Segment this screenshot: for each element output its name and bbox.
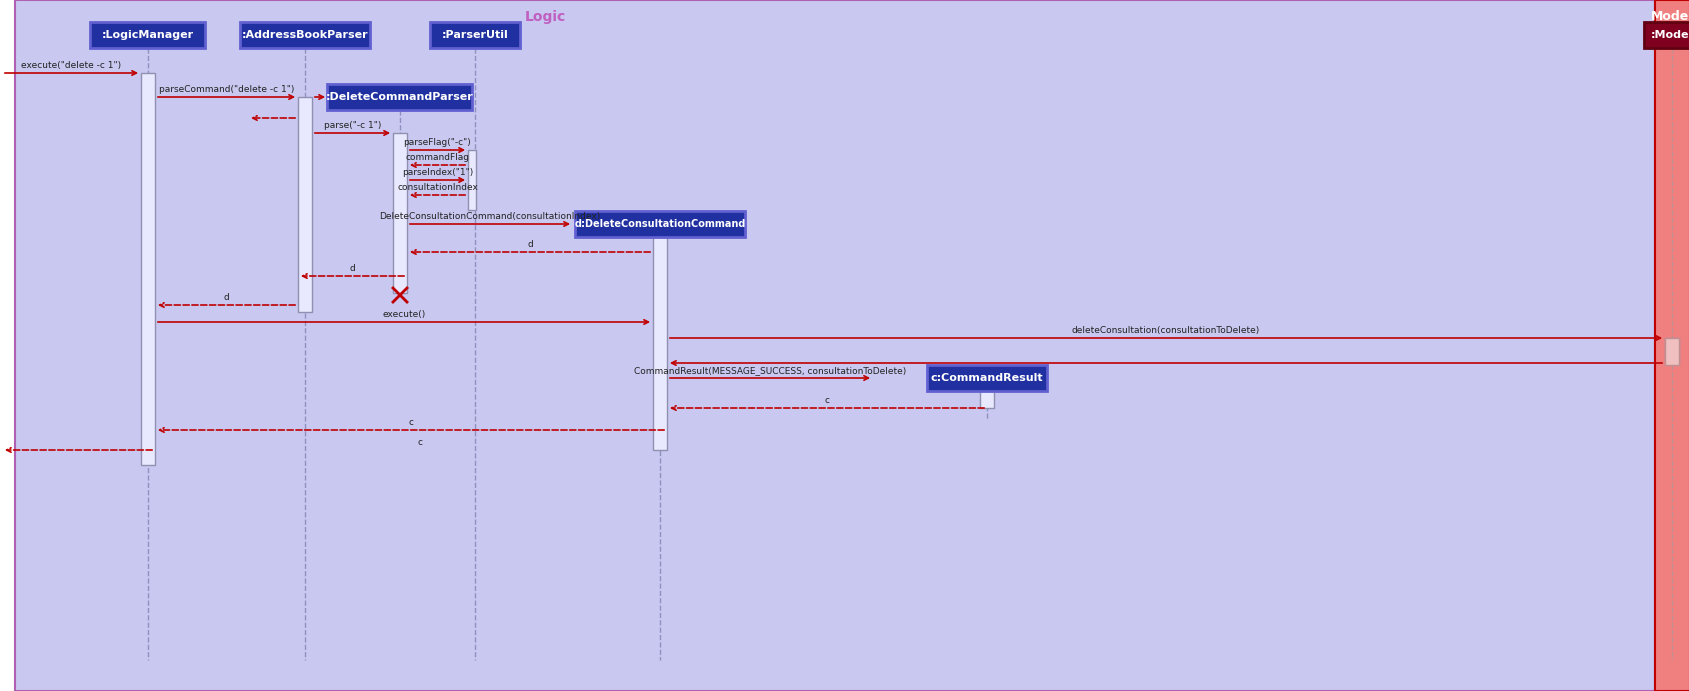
Text: Model: Model [1650,10,1689,23]
Text: execute(): execute() [382,310,426,319]
Bar [574,211,745,237]
Text: c: c [409,418,414,427]
Text: :AddressBookParser: :AddressBookParser [242,30,368,40]
Text: d:DeleteConsultationCommand: d:DeleteConsultationCommand [574,219,745,229]
Text: execute("delete -c 1"): execute("delete -c 1") [22,61,122,70]
Text: d: d [350,264,355,273]
Text: parse("-c 1"): parse("-c 1") [324,121,382,130]
Text: :ParserUtil: :ParserUtil [441,30,508,40]
Bar [1664,338,1677,363]
Text: Logic: Logic [524,10,566,24]
Bar [328,84,473,110]
Bar [1664,338,1677,365]
Text: DeleteConsultationCommand(consultationIndex): DeleteConsultationCommand(consultationIn… [378,212,600,221]
Bar [927,365,1047,391]
Bar [468,150,476,210]
Text: parseCommand("delete -c 1"): parseCommand("delete -c 1") [159,85,294,94]
Text: commandFlag: commandFlag [405,153,470,162]
Bar [140,73,155,465]
Bar [652,224,667,450]
Text: CommandResult(MESSAGE_SUCCESS, consultationToDelete): CommandResult(MESSAGE_SUCCESS, consultat… [633,366,905,375]
Text: c: c [824,396,829,405]
Text: consultationIndex: consultationIndex [397,183,478,192]
Bar [980,378,993,408]
Bar [1654,0,1689,691]
Text: c: c [417,438,422,447]
Text: :LogicManager: :LogicManager [101,30,194,40]
Bar [240,22,370,48]
Text: parseFlag("-c"): parseFlag("-c") [404,138,471,147]
Text: deleteConsultation(consultationToDelete): deleteConsultation(consultationToDelete) [1071,326,1260,335]
Bar [429,22,520,48]
Text: d: d [223,293,230,302]
Bar [394,133,407,293]
Text: :DeleteCommandParser: :DeleteCommandParser [326,92,473,102]
Text: d: d [527,240,532,249]
Text: c:CommandResult: c:CommandResult [931,373,1042,383]
Bar [91,22,206,48]
Bar [1643,22,1689,48]
Text: :Model: :Model [1650,30,1689,40]
Bar [297,97,312,312]
Text: parseIndex("1"): parseIndex("1") [402,168,473,177]
